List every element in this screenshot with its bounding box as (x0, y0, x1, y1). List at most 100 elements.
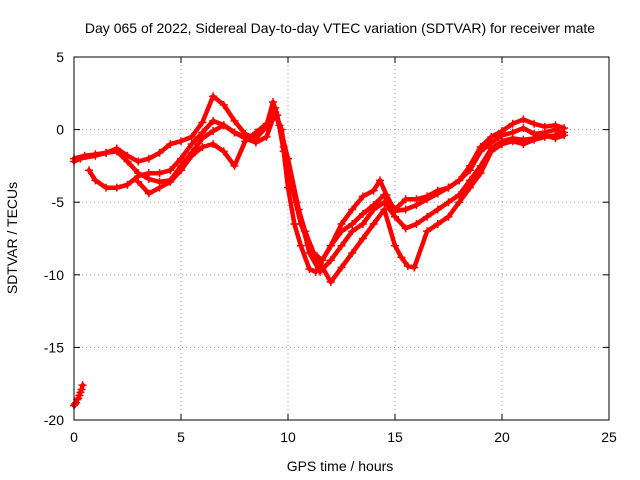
data-point (112, 147, 121, 156)
data-point (348, 249, 357, 258)
data-point (476, 147, 485, 156)
data-point (348, 205, 357, 214)
data-point (380, 205, 389, 214)
data-point (71, 400, 80, 409)
data-point (358, 192, 367, 201)
data-point (465, 183, 474, 192)
data-point (369, 219, 378, 228)
data-point (251, 128, 260, 137)
data-point (166, 177, 175, 186)
data-point (288, 183, 297, 192)
data-point (348, 227, 357, 236)
data-point (144, 174, 153, 183)
data-point (187, 151, 196, 160)
data-point (410, 263, 419, 272)
data-point (209, 92, 218, 101)
series-track-4 (134, 103, 569, 287)
ticks: 0 5 10 15 20 25 -20 -15 -10 -5 0 5 (44, 49, 617, 445)
data-point (337, 263, 346, 272)
data-point (77, 385, 86, 394)
data-point (403, 262, 412, 271)
data-point (230, 161, 239, 170)
data-point (358, 209, 367, 218)
data-point (134, 169, 143, 178)
data-point (112, 183, 121, 192)
data-point (198, 143, 207, 152)
data-point (305, 241, 314, 250)
data-point (271, 103, 280, 112)
data-point (177, 137, 185, 146)
data-point (80, 151, 89, 160)
data-point (219, 100, 228, 109)
data-point (551, 131, 560, 140)
data-point (123, 157, 132, 166)
data-point (412, 195, 421, 204)
data-point (487, 147, 496, 156)
data-point (230, 128, 239, 137)
data-point (444, 212, 453, 221)
x-tick-label: 25 (601, 429, 617, 445)
grid (74, 57, 609, 420)
data-point (187, 132, 196, 141)
data-point (269, 98, 278, 107)
data-point (519, 115, 528, 124)
x-tick-label: 10 (280, 429, 296, 445)
data-point (508, 137, 517, 146)
y-axis-label: SDTVAR / TECUs (4, 182, 20, 294)
data-point (123, 180, 132, 189)
series-trace (71, 93, 567, 275)
data-point (155, 183, 164, 192)
data-point (262, 119, 271, 128)
data-point (326, 256, 335, 265)
y-tick-label: 5 (56, 49, 64, 65)
data-point (177, 154, 185, 163)
x-tick-label: 0 (70, 429, 78, 445)
data-point (209, 116, 218, 125)
data-point (134, 157, 143, 166)
data-point (279, 143, 288, 152)
data-point (519, 140, 528, 149)
data-point (209, 140, 218, 149)
data-point (230, 116, 239, 125)
data-point (296, 219, 305, 228)
y-tick-label: -20 (44, 412, 64, 428)
data-point (219, 121, 228, 130)
data-point (423, 192, 432, 201)
data-point (433, 186, 442, 195)
x-axis-label: GPS time / hours (287, 458, 394, 474)
data-point (241, 137, 250, 146)
data-point (397, 253, 406, 262)
data-point (73, 395, 82, 404)
data-point (305, 264, 314, 273)
series-track-1 (70, 92, 569, 276)
data-point (296, 241, 305, 250)
data-point (209, 127, 218, 136)
data-point (465, 166, 474, 175)
data-point (455, 198, 464, 207)
data-point (187, 140, 196, 149)
chart-title: Day 065 of 2022, Sidereal Day-to-day VTE… (85, 20, 595, 36)
data-point (358, 234, 367, 243)
y-tick-label: -5 (52, 194, 65, 210)
y-tick-label: -15 (44, 339, 64, 355)
data-point (401, 205, 410, 214)
data-point (380, 190, 389, 199)
data-point (401, 195, 410, 204)
data-points (70, 92, 569, 410)
data-point (337, 241, 346, 250)
data-point (144, 154, 153, 163)
data-point (262, 132, 271, 141)
data-point (423, 212, 432, 221)
data-point (433, 219, 442, 228)
data-point (391, 212, 399, 221)
data-point (423, 227, 432, 236)
data-point (530, 119, 539, 128)
series-track-5 (70, 381, 87, 410)
data-point (401, 224, 410, 233)
data-point (91, 176, 100, 185)
y-tick-label: 0 (56, 122, 64, 138)
data-point (134, 177, 143, 186)
x-tick-label: 15 (387, 429, 403, 445)
data-point (455, 176, 464, 185)
